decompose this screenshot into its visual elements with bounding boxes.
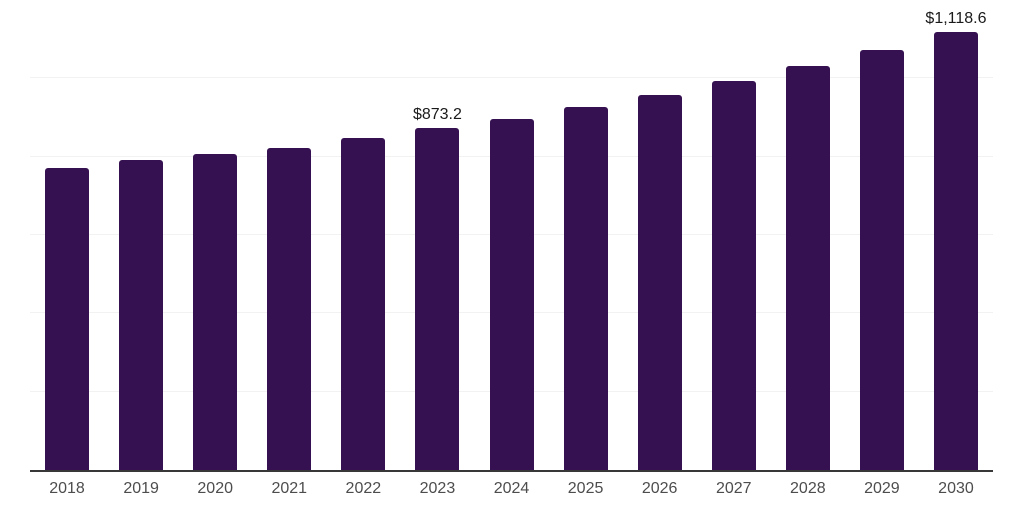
bar-2030: $1,118.6 — [925, 10, 987, 470]
x-axis-labels: 2018 2019 2020 2021 2022 2023 2024 2025 2026 2027… — [30, 480, 993, 498]
value-label-2030: $1,118.6 — [925, 9, 987, 27]
bar-2028 — [785, 65, 830, 470]
bar-slot-2030: $1,118.6 — [919, 0, 993, 470]
bar-slot-2029 — [845, 0, 919, 470]
gridline-1000 — [30, 77, 993, 79]
bar-slot-2019 — [104, 0, 178, 470]
x-tick-label-2020: 2020 — [197, 480, 233, 497]
x-tick-label-2028: 2028 — [790, 480, 826, 497]
x-tick-label-2021: 2021 — [271, 480, 308, 497]
x-tick-label-2024: 2024 — [493, 480, 530, 497]
bar-slot-2025 — [549, 0, 623, 470]
bar-slot-2022 — [326, 0, 400, 470]
bar-2022 — [341, 138, 386, 470]
x-tick-label-2018: 2018 — [49, 480, 85, 497]
bar-2027 — [711, 80, 756, 470]
bar-slot-2024 — [474, 0, 548, 470]
bar-2023: $873.2 — [413, 106, 462, 470]
bar-slot-2020 — [178, 0, 252, 470]
x-tick-label-2025: 2025 — [567, 480, 604, 497]
bar-2029 — [859, 50, 904, 470]
bar-slot-2023: $873.2 — [400, 0, 474, 470]
x-tick-label-2029: 2029 — [864, 480, 900, 497]
plot-area: $873.2 $1,118.6 — [30, 0, 993, 472]
bar-slot-2021 — [252, 0, 326, 470]
bar-2025 — [563, 107, 608, 470]
bars: $873.2 $1,118.6 — [30, 0, 993, 470]
bar-2019 — [119, 160, 164, 470]
bar-slot-2028 — [771, 0, 845, 470]
bar-slot-2018 — [30, 0, 104, 470]
bar-2024 — [489, 118, 534, 470]
bar-2018 — [45, 168, 90, 470]
x-tick-label-2019: 2019 — [123, 480, 159, 497]
x-tick-label-2030: 2030 — [938, 480, 974, 497]
value-label-2023: $873.2 — [412, 106, 462, 123]
bar-2026 — [637, 94, 682, 470]
x-tick-label-2023: 2023 — [419, 480, 456, 497]
x-tick-label-2022: 2022 — [345, 480, 382, 497]
x-tick-label-2027: 2027 — [715, 480, 752, 497]
x-tick-label-2026: 2026 — [641, 480, 678, 497]
bar-2021 — [267, 148, 312, 470]
bar-slot-2027 — [697, 0, 771, 470]
bar-slot-2026 — [623, 0, 697, 470]
bar-2020 — [193, 153, 238, 470]
